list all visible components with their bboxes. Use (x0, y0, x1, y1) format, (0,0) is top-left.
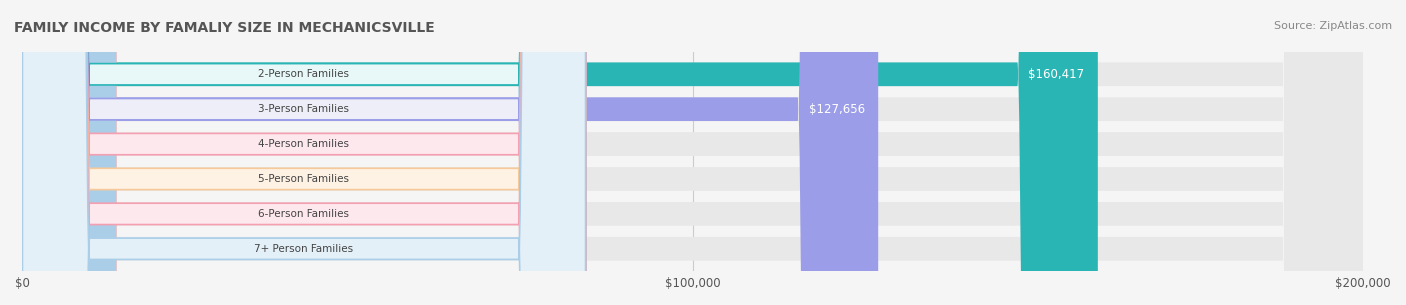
FancyBboxPatch shape (22, 0, 1364, 305)
Text: Source: ZipAtlas.com: Source: ZipAtlas.com (1274, 21, 1392, 31)
FancyBboxPatch shape (22, 0, 585, 305)
Text: $0: $0 (136, 172, 152, 185)
FancyBboxPatch shape (22, 0, 1364, 305)
Text: 3-Person Families: 3-Person Families (259, 104, 350, 114)
FancyBboxPatch shape (22, 0, 585, 305)
FancyBboxPatch shape (22, 0, 117, 305)
Text: $160,417: $160,417 (1028, 68, 1084, 81)
Text: $0: $0 (136, 242, 152, 255)
Text: FAMILY INCOME BY FAMALIY SIZE IN MECHANICSVILLE: FAMILY INCOME BY FAMALIY SIZE IN MECHANI… (14, 21, 434, 35)
FancyBboxPatch shape (22, 0, 1098, 305)
Text: 4-Person Families: 4-Person Families (259, 139, 350, 149)
FancyBboxPatch shape (22, 0, 585, 305)
Text: $0: $0 (136, 207, 152, 221)
FancyBboxPatch shape (22, 0, 117, 305)
FancyBboxPatch shape (22, 0, 585, 305)
FancyBboxPatch shape (22, 0, 1364, 305)
Text: $0: $0 (136, 138, 152, 151)
FancyBboxPatch shape (22, 0, 117, 305)
Text: $127,656: $127,656 (808, 103, 865, 116)
Text: 7+ Person Families: 7+ Person Families (254, 244, 353, 254)
FancyBboxPatch shape (22, 0, 1364, 305)
Text: 6-Person Families: 6-Person Families (259, 209, 350, 219)
FancyBboxPatch shape (22, 0, 879, 305)
Text: 5-Person Families: 5-Person Families (259, 174, 350, 184)
FancyBboxPatch shape (22, 0, 1364, 305)
FancyBboxPatch shape (22, 0, 585, 305)
FancyBboxPatch shape (22, 0, 585, 305)
Text: 2-Person Families: 2-Person Families (259, 69, 350, 79)
FancyBboxPatch shape (22, 0, 1364, 305)
FancyBboxPatch shape (22, 0, 117, 305)
